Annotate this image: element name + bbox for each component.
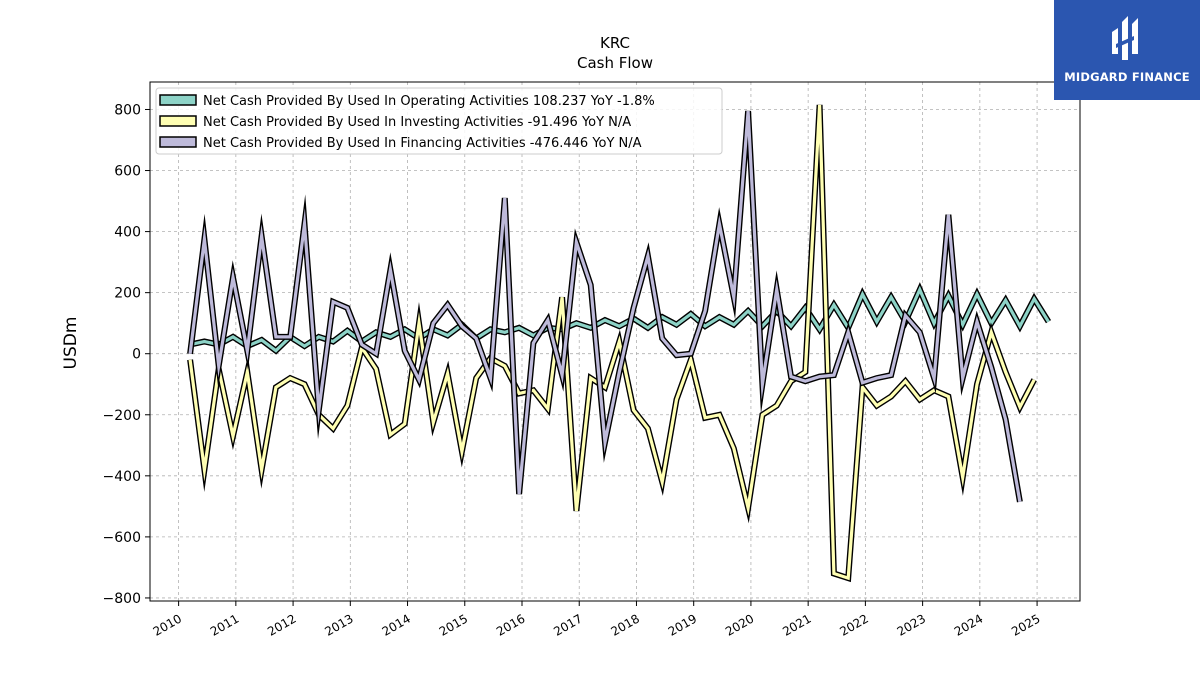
- x-tick-label: 2024: [952, 611, 985, 638]
- x-axis: 2010 2011 2012 2013 2014 2015 2016 2017 2018 2019…: [151, 601, 1043, 639]
- legend-swatch: [159, 94, 197, 106]
- legend-swatch: [159, 136, 197, 148]
- y-tick-label: 200: [114, 286, 141, 302]
- legend-entry: Net Cash Provided By Used In Financing A…: [203, 136, 642, 151]
- y-tick-label: 800: [114, 102, 141, 118]
- x-tick-label: 2023: [895, 611, 928, 638]
- x-tick-label: 2018: [609, 611, 642, 638]
- x-tick-label: 2010: [151, 611, 184, 638]
- x-tick-label: 2014: [380, 611, 413, 638]
- chart-title: KRC: [600, 34, 630, 52]
- legend-swatch: [159, 115, 197, 127]
- x-tick-label: 2013: [322, 611, 355, 638]
- x-tick-label: 2017: [551, 611, 584, 638]
- series-stroke: [188, 110, 1022, 503]
- x-tick-label: 2011: [208, 611, 241, 638]
- midgard-finance-logo: MIDGARD FINANCE: [1054, 0, 1200, 100]
- plot-frame: [149, 81, 1081, 602]
- y-tick-label: −800: [103, 591, 141, 607]
- y-tick-label: −200: [103, 408, 141, 424]
- y-axis: −800 −600 −400 −200 0 200 400 600 800: [103, 102, 150, 607]
- y-tick-label: −400: [103, 469, 141, 485]
- y-tick-label: 0: [132, 347, 141, 363]
- legend-entry: Net Cash Provided By Used In Investing A…: [203, 115, 631, 130]
- x-tick-label: 2025: [1009, 611, 1042, 638]
- series-line-1: [187, 104, 1037, 583]
- logo-text: MIDGARD FINANCE: [1064, 70, 1190, 84]
- series-stroke: [188, 104, 1036, 581]
- x-tick-label: 2015: [437, 611, 470, 638]
- chart-subtitle: Cash Flow: [577, 54, 653, 72]
- y-tick-label: 400: [114, 225, 141, 241]
- midgard-logo-icon: [1112, 16, 1138, 60]
- x-tick-label: 2012: [265, 611, 298, 638]
- x-tick-label: 2019: [666, 611, 699, 638]
- x-tick-label: 2021: [780, 611, 813, 638]
- y-tick-label: −600: [103, 530, 141, 546]
- x-tick-label: 2016: [494, 611, 527, 638]
- x-tick-label: 2020: [723, 611, 756, 638]
- x-tick-label: 2022: [837, 611, 870, 638]
- legend-entry: Net Cash Provided By Used In Operating A…: [203, 94, 655, 109]
- series-layer: [187, 104, 1052, 583]
- y-axis-label: USDm: [61, 317, 81, 370]
- series-line-2: [187, 110, 1023, 503]
- y-tick-label: 600: [114, 164, 141, 180]
- legend: Net Cash Provided By Used In Operating A…: [155, 87, 723, 155]
- legend-box: [155, 87, 723, 155]
